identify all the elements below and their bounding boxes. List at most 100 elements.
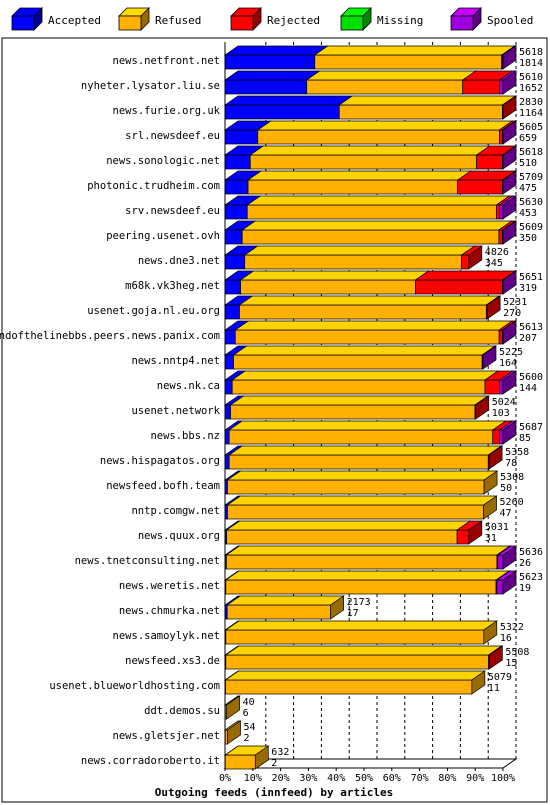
bar-side [502,45,517,70]
row-total-label: 5618 [519,47,543,58]
row-label: peering.usenet.ovh [106,230,220,242]
bar-segment-rejected [499,129,503,145]
row-label: news.nk.ca [157,380,220,392]
legend-label-refused: Refused [155,14,201,27]
row-total-label: 5600 [519,372,543,383]
bar-segment-rejected [456,529,470,545]
bars: news.netfront.net56181814nyheter.lysator… [0,45,543,770]
bar-side [483,620,498,645]
bar-segment-accepted [224,104,340,120]
bar-top-refused [224,645,503,656]
row-accepted-label: 103 [492,408,510,419]
legend-swatch-refused [118,15,142,31]
row-label: usenet.network [131,405,220,417]
row-label: usenet.blueworldhosting.com [49,680,220,692]
bar-segment-refused [225,579,497,595]
row-label: news.netfront.net [113,55,220,67]
bar-row: news.gletsjer.net 542 [113,720,256,745]
bar-segment-accepted [224,204,248,220]
row-label: m68k.vk3heg.net [125,280,220,292]
bar-side [502,370,517,395]
bar-segment-refused [233,354,483,370]
legend-label-accepted: Accepted [48,14,101,27]
bar-side [483,470,498,495]
bar-segment-refused [228,429,494,445]
bar-segment-refused [230,404,476,420]
bar-segment-refused [247,179,459,195]
bar-side [471,670,486,695]
row-total-label: 5231 [503,297,527,308]
row-total-label: 5308 [500,472,524,483]
bar-segment-rejected [462,79,501,95]
bar-side [475,395,490,420]
bar-segment-accepted [224,129,259,145]
row-label: news.samoylyk.net [113,630,220,642]
row-label: nyheter.lysator.liu.se [81,80,220,92]
row-label: photonic.trudheim.com [87,180,220,192]
row-accepted-label: 78 [505,458,517,469]
row-total-label: 2173 [347,597,371,608]
bar-side [502,120,517,145]
row-accepted-label: 510 [519,158,537,169]
bar-segment-accepted [224,479,228,495]
row-total-label: 5024 [492,397,516,408]
bar-top-refused [228,445,503,456]
bar-top-rejected [414,270,517,281]
bar-segment-accepted [224,79,308,95]
row-accepted-label: 2 [271,758,277,769]
bar-side [330,595,344,620]
chart-title: Outgoing feeds (innfeed) by articles [155,786,393,799]
bar-segment-accepted [224,54,316,70]
row-accepted-label: 15 [505,658,517,669]
bar-top-refused [226,470,499,481]
bar-side [502,220,517,245]
bar-segment-rejected [498,229,503,245]
row-accepted-label: 17 [347,608,359,619]
bar-segment-refused [244,254,462,270]
bar-top-refused [229,395,490,406]
row-label: news.chmurka.net [119,605,220,617]
row-label: news.nntp4.net [131,355,220,367]
row-accepted-label: 207 [519,333,537,344]
bar-side [502,420,517,445]
legend-swatch-spooled [450,15,474,31]
bar-top-accepted [223,70,321,81]
bar-side [254,745,269,770]
row-total-label: 5623 [519,572,543,583]
bar-segment-accepted [224,304,240,320]
bar-side [227,720,241,745]
bar-side [226,695,241,720]
bar-segment-rejected [498,329,503,345]
plot-frame [1,37,548,803]
row-label: news.bbs.nz [150,430,220,442]
bar-top-refused [224,570,511,581]
bar-segment-accepted [224,254,246,270]
bar-top-refused [256,120,514,131]
bar-side [502,195,517,220]
bar-top-refused [224,670,486,681]
row-accepted-label: 453 [519,208,537,219]
legend-swatch-accepted [11,15,35,31]
row-total-label: 5322 [500,622,524,633]
x-axis: 0% 10% 20% 30% 40% 50% 60% 70% 80% 90% 100% [219,768,515,784]
row-label: usenet.goja.nl.eu.org [87,305,220,317]
bar-segment-accepted [224,329,236,345]
bar-side [502,320,517,345]
row-total-label: 5358 [505,447,529,458]
row-accepted-label: 50 [500,483,512,494]
row-total-label: 5618 [519,147,543,158]
